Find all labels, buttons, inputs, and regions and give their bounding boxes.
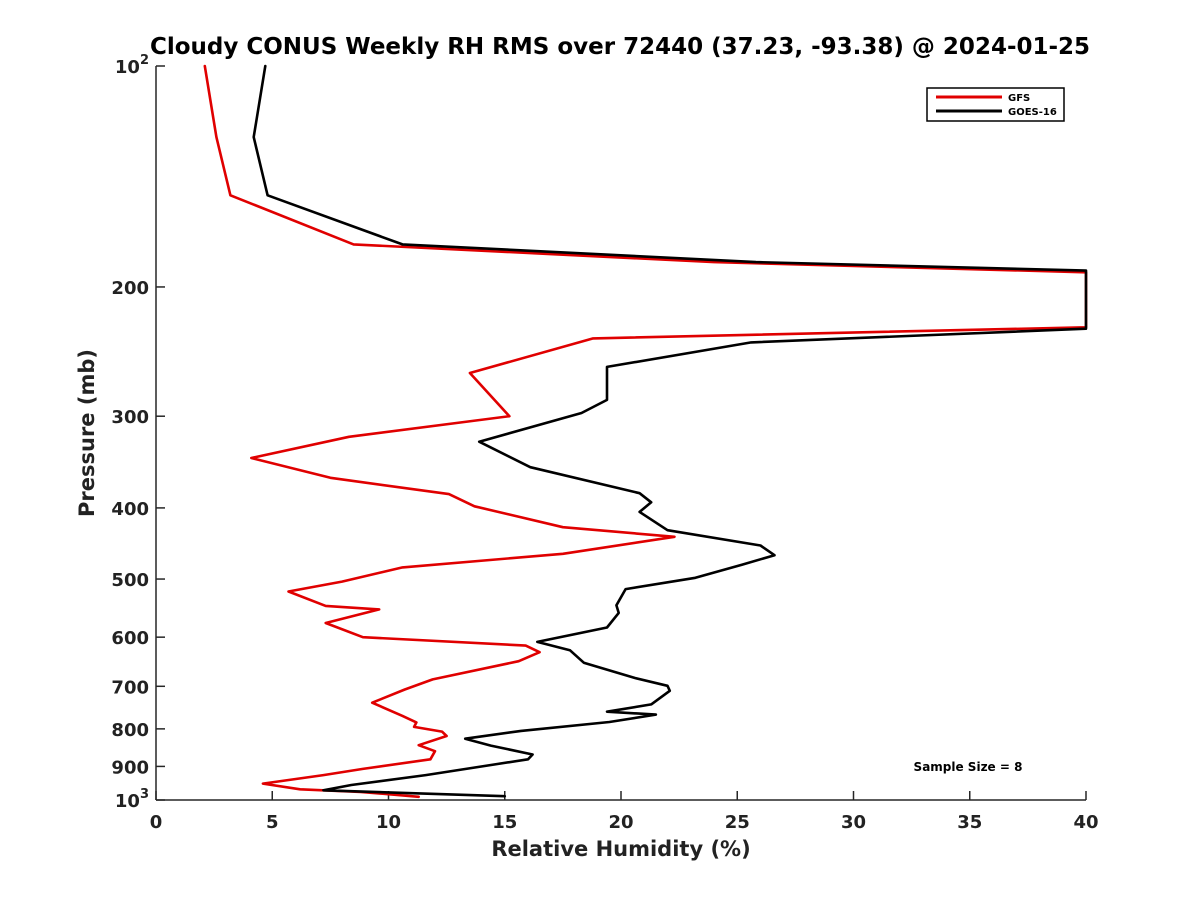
- y-tick-label: 300: [111, 407, 149, 428]
- y-tick-label: 200: [111, 278, 149, 299]
- legend-gfs-label: GFS: [1008, 93, 1030, 104]
- y-tick-label: 500: [111, 570, 149, 591]
- y-tick-label: 800: [111, 720, 149, 741]
- x-tick-label: 25: [725, 812, 750, 833]
- y-tick-label: 700: [111, 677, 149, 698]
- x-tick-label: 15: [492, 812, 517, 833]
- gfs-series-line: [203, 64, 1088, 799]
- x-tick-label: 0: [150, 812, 163, 833]
- x-tick-label: 35: [957, 812, 982, 833]
- legend-goes16-label: GOES-16: [1008, 107, 1057, 118]
- y-tick-label: 900: [111, 757, 149, 778]
- x-tick-label: 10: [376, 812, 401, 833]
- x-tick-label: 5: [266, 812, 279, 833]
- x-tick-label: 30: [841, 812, 866, 833]
- y-tick-label: 400: [111, 499, 149, 520]
- goes-16-series-line: [252, 64, 1088, 798]
- legend: GFS GOES-16: [926, 87, 1065, 122]
- y-axis-label: Pressure (mb): [75, 349, 99, 517]
- sample-size-annotation: Sample Size = 8: [914, 760, 1023, 774]
- chart-title: Cloudy CONUS Weekly RH RMS over 72440 (3…: [150, 34, 1090, 60]
- x-tick-label: 40: [1073, 812, 1098, 833]
- y-tick-label: 103: [115, 787, 149, 812]
- x-axis-label: Relative Humidity (%): [491, 837, 750, 861]
- y-tick-label: 600: [111, 628, 149, 649]
- y-tick-label: 102: [115, 53, 149, 78]
- legend-box: [926, 87, 1065, 122]
- x-tick-label: 20: [608, 812, 633, 833]
- plot-area: 0 5 10 15 20 25 30 35 40 102 200 300 400 500 600 700 800…: [111, 53, 1098, 833]
